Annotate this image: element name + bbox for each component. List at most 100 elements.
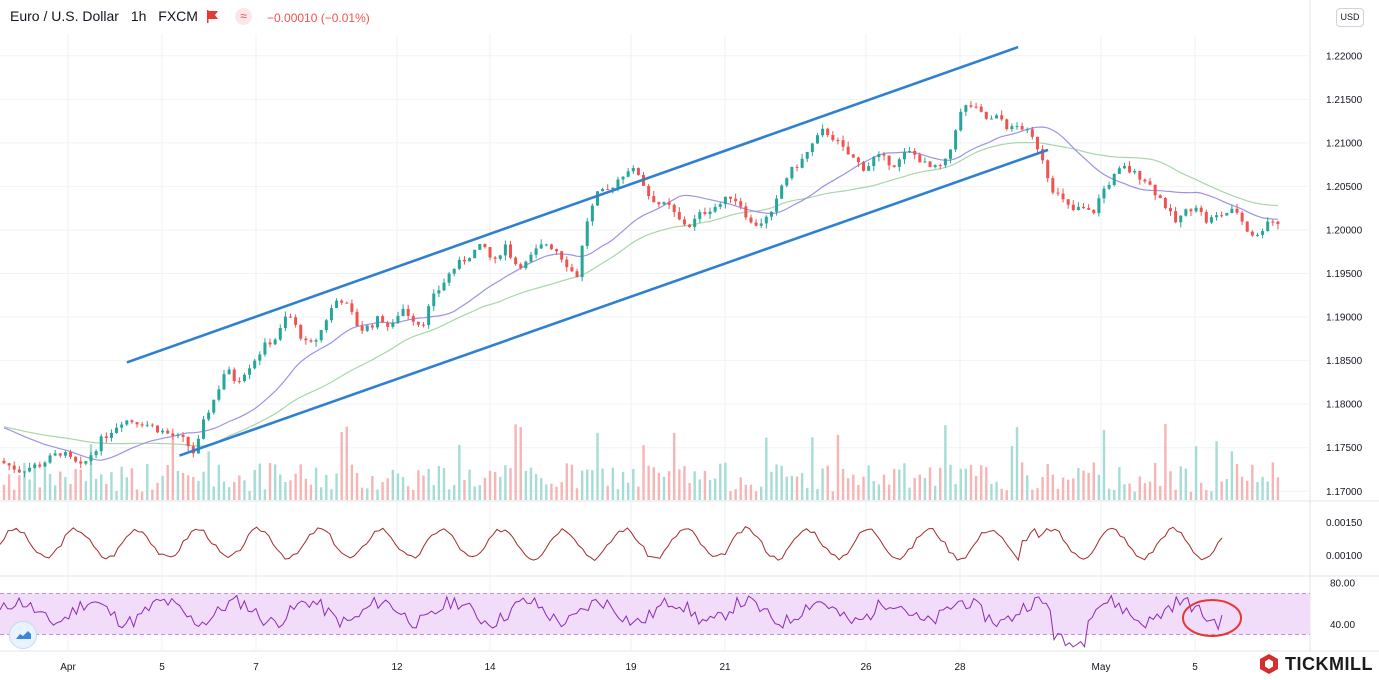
- volume-bar: [765, 437, 768, 500]
- candle-body: [1235, 208, 1239, 213]
- candle-body: [28, 467, 32, 472]
- price-tick-label: 1.20500: [1326, 182, 1363, 193]
- chart-grid: [0, 0, 1379, 652]
- volume-bar: [795, 476, 799, 500]
- volume-bar: [514, 424, 517, 500]
- volume-bar: [841, 468, 845, 500]
- candle-body: [273, 339, 277, 345]
- volume-bar: [1143, 483, 1147, 500]
- volume-bar: [1271, 462, 1275, 500]
- volume-bar: [1164, 423, 1167, 500]
- volume-bar: [1092, 462, 1095, 500]
- candle-body: [1020, 126, 1024, 130]
- volume-bar: [760, 486, 763, 500]
- volume-bar: [811, 437, 814, 500]
- atr-tick-label: 0.00100: [1326, 551, 1363, 562]
- volume-bar: [1210, 491, 1213, 500]
- volume-bar: [442, 468, 446, 500]
- candle-body: [831, 134, 835, 141]
- candle-body: [166, 430, 170, 434]
- flag-icon[interactable]: [207, 10, 219, 23]
- candle-body: [662, 202, 666, 205]
- candle-body: [58, 453, 62, 456]
- candle-body: [294, 317, 298, 325]
- volume-bar: [320, 487, 323, 500]
- time-tick-label: 21: [719, 662, 731, 673]
- candle-body: [754, 222, 758, 226]
- volume-bar: [1082, 470, 1085, 500]
- volume-bar: [345, 426, 348, 500]
- price-tick-label: 1.21500: [1326, 95, 1363, 106]
- candle-body: [289, 316, 293, 318]
- candle-body: [324, 320, 328, 331]
- volume-bar: [790, 475, 794, 500]
- volume-bar: [606, 485, 609, 500]
- candle-body: [432, 293, 436, 307]
- volume-bar: [667, 471, 671, 500]
- symbol-title[interactable]: Euro / U.S. Dollar 1h FXCM: [10, 8, 198, 24]
- volume-bar: [693, 471, 696, 500]
- wave-icon[interactable]: ≈: [235, 8, 252, 25]
- candle-body: [422, 324, 426, 326]
- volume-bar: [616, 489, 620, 500]
- cloud-icon[interactable]: [9, 621, 37, 649]
- volume-bar: [197, 480, 200, 500]
- channel-lower-line: [179, 148, 1049, 457]
- candle-body: [677, 212, 681, 220]
- volume-bar: [939, 467, 942, 500]
- volume-bar: [534, 474, 538, 500]
- rsi-line: [0, 594, 1223, 648]
- candle-body: [764, 216, 768, 224]
- volume-bar: [493, 472, 497, 500]
- candle-body: [923, 161, 927, 163]
- candle-body: [1250, 231, 1254, 236]
- volume-bar: [376, 489, 379, 500]
- volume-bar: [1159, 485, 1162, 500]
- volume-bar: [314, 467, 318, 500]
- volume-bar: [79, 469, 82, 500]
- candle-body: [94, 451, 98, 456]
- interval-label[interactable]: 1h: [130, 8, 147, 24]
- candle-body: [821, 128, 825, 136]
- candle-body: [401, 308, 405, 316]
- volume-bar: [974, 475, 978, 500]
- candle-body: [1128, 165, 1132, 173]
- candle-body: [1179, 215, 1183, 223]
- candle-body: [908, 150, 912, 152]
- volume-bar: [69, 484, 72, 500]
- candle-body: [1209, 217, 1213, 223]
- volume-bar: [862, 476, 865, 500]
- volume-bar: [893, 468, 896, 500]
- volume-bar: [401, 477, 405, 500]
- volume-bar: [846, 478, 850, 500]
- candle-body: [949, 149, 953, 159]
- volume-bar: [954, 484, 957, 500]
- currency-button[interactable]: USD: [1336, 8, 1364, 27]
- volume-bar: [504, 465, 507, 500]
- candle-body: [283, 316, 287, 329]
- candle-body: [1168, 208, 1172, 212]
- volume-bar: [396, 473, 400, 500]
- candle-body: [795, 166, 799, 168]
- candle-body: [938, 165, 942, 167]
- candle-body: [1158, 195, 1162, 198]
- candle-body: [1194, 207, 1198, 212]
- candle-body: [688, 224, 692, 228]
- price-tick-label: 1.19000: [1326, 313, 1363, 324]
- candle-body: [826, 128, 830, 135]
- volume-bar: [28, 479, 31, 500]
- volume-bar: [877, 484, 881, 500]
- volume-bar: [908, 487, 911, 500]
- volume-bar: [652, 467, 655, 500]
- candle-body: [585, 221, 589, 246]
- volume-bar: [918, 474, 922, 500]
- candle-body: [335, 300, 339, 309]
- highlight-circle: [1182, 599, 1242, 637]
- time-tick-label: 7: [253, 662, 259, 673]
- candle-body: [1245, 221, 1249, 232]
- candle-body: [698, 212, 702, 219]
- atr-tick-label: 0.00150: [1326, 518, 1363, 529]
- candle-body: [1138, 170, 1142, 180]
- candle-body: [176, 434, 180, 436]
